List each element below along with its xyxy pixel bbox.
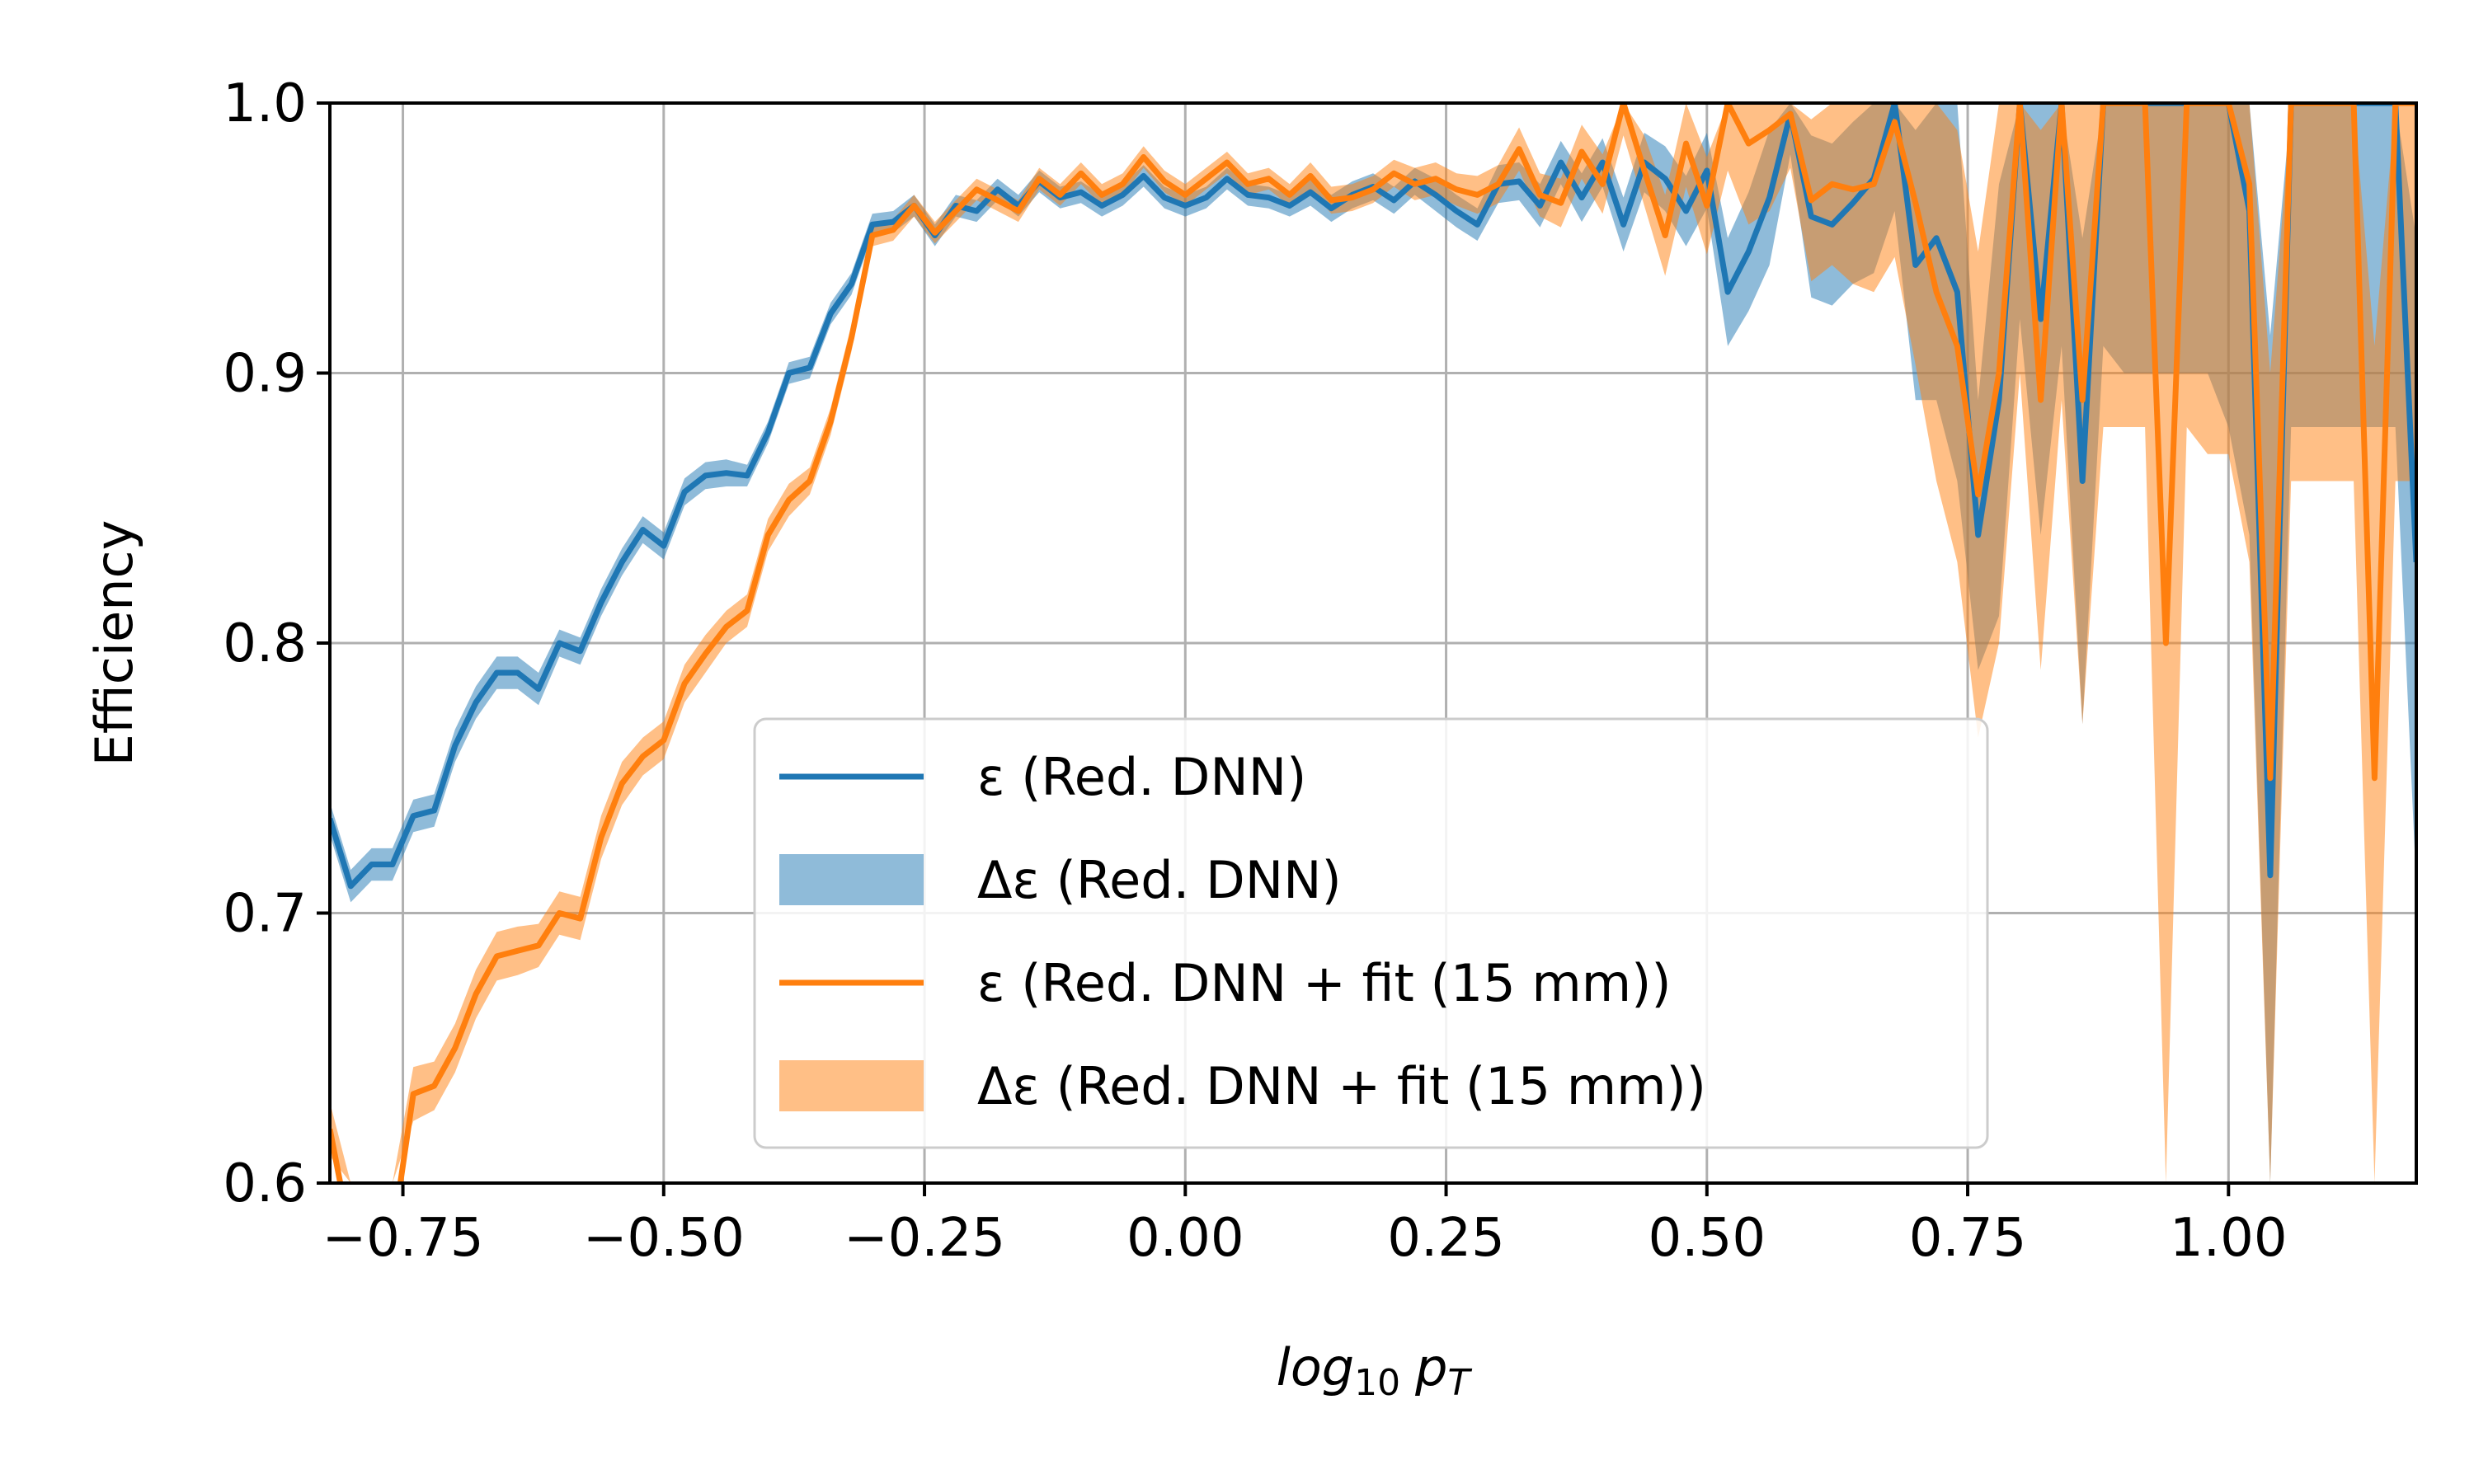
y-tick-label: 0.8 (223, 613, 307, 674)
legend-entry-blue-band: Δε (Red. DNN) (977, 850, 1342, 910)
legend-entry-orange-band: Δε (Red. DNN + fit (15 mm)) (977, 1056, 1706, 1116)
y-tick-label: 0.9 (223, 344, 307, 405)
x-tick-label: −0.25 (844, 1208, 1005, 1269)
series-lines (330, 103, 2416, 1183)
uncertainty-bands (330, 103, 2416, 1183)
y-tick-label: 1.0 (223, 73, 307, 134)
x-tick-label: −0.75 (322, 1208, 483, 1269)
legend-entry-orange-line: ε (Red. DNN + fit (15 mm)) (977, 953, 1672, 1013)
x-axis-label-main: log (1277, 1337, 1355, 1397)
y-axis-label: Efficiency (84, 520, 144, 767)
axis-ticks: −0.75 −0.50 −0.25 0.00 0.25 0.50 0.75 1.00 0.6 0.… (223, 73, 2287, 1269)
y-tick-label: 0.6 (223, 1153, 307, 1214)
x-tick-label: −0.50 (583, 1208, 745, 1269)
uncertainty-band-series-1 (330, 103, 2416, 1183)
legend-box (753, 717, 1989, 1149)
legend-swatch-band-orange (779, 1060, 924, 1111)
x-axis-label: log10 pT (1277, 1337, 1473, 1404)
x-axis-label-sub: 10 (1354, 1362, 1400, 1404)
x-tick-label: 0.75 (1909, 1208, 2027, 1269)
legend: ε (Red. DNN) Δε (Red. DNN) ε (Red. DNN +… (753, 717, 1989, 1149)
x-tick-label: 0.50 (1649, 1208, 1766, 1269)
x-tick-label: 1.00 (2170, 1208, 2288, 1269)
x-tick-label: 0.25 (1387, 1208, 1505, 1269)
x-tick-label: 0.00 (1126, 1208, 1244, 1269)
legend-entry-blue-line: ε (Red. DNN) (977, 747, 1306, 807)
y-tick-label: 0.7 (223, 884, 307, 945)
efficiency-line-series-1 (330, 103, 2416, 1183)
x-axis-label-var-sub: T (1447, 1362, 1472, 1404)
x-axis-label-var: p (1414, 1337, 1447, 1397)
legend-swatch-band-blue (779, 854, 924, 905)
